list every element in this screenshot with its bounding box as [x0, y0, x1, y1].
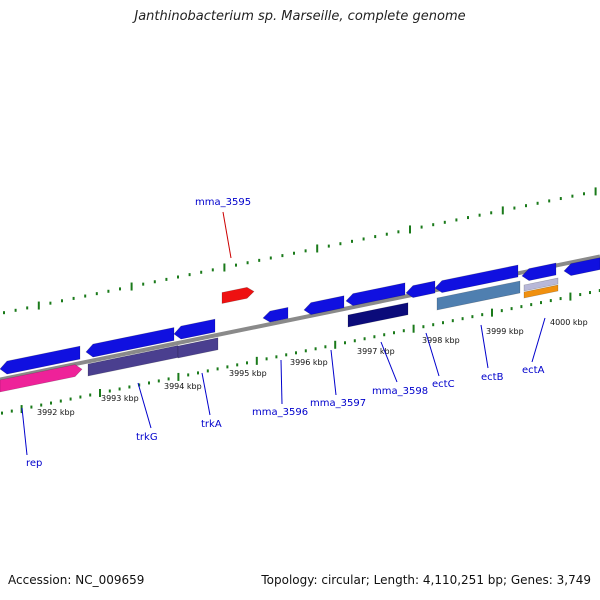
gene-arrow-mma3596	[262, 307, 289, 323]
accession-text: Accession: NC_009659	[8, 573, 145, 587]
tick-label: 3994 kbp	[164, 382, 202, 391]
gene-arrow-ectA	[521, 262, 557, 281]
gene-label: ectA	[522, 365, 545, 376]
tick-label: 3996 kbp	[290, 358, 328, 367]
feature-bar-ectA-orange	[523, 284, 559, 299]
genome-summary-text: Topology: circular; Length: 4,110,251 bp…	[261, 573, 591, 587]
gene-arrow-mma3595	[221, 287, 255, 304]
tick-label: 3993 kbp	[101, 394, 139, 403]
gene-arrow-ectB	[434, 264, 519, 293]
gene-label: mma_3597	[310, 398, 366, 409]
feature-bar-trkA	[177, 337, 219, 359]
gene-arrow-mma3598	[345, 282, 406, 306]
tick-label: 3995 kbp	[229, 369, 267, 378]
gene-leader-line	[480, 324, 489, 369]
gene-leader-line	[21, 407, 28, 456]
gene-leader-line	[201, 372, 211, 416]
gene-label: mma_3595	[195, 197, 251, 208]
genome-title: Janthinobacterium sp. Marseille, complet…	[134, 9, 466, 24]
gene-leader-line	[280, 359, 283, 405]
gene-arrow-rep-blue	[0, 345, 81, 375]
gene-label: mma_3598	[372, 386, 428, 397]
gene-arrow-ectC	[405, 280, 436, 298]
gene-label: trkG	[136, 432, 158, 443]
gene-label: rep	[26, 458, 42, 469]
feature-bar-mma3598	[347, 302, 409, 328]
gene-leader-line	[380, 341, 398, 383]
tick-label: 3992 kbp	[37, 408, 75, 417]
gene-label: trkA	[201, 419, 222, 430]
gene-leader-line	[531, 317, 546, 363]
tick-label: 4000 kbp	[550, 318, 588, 327]
gene-label: ectC	[432, 379, 455, 390]
gene-label: mma_3596	[252, 407, 308, 418]
tick-label: 3999 kbp	[486, 327, 524, 336]
gene-leader-line	[222, 211, 232, 259]
gene-arrow-mma3597	[303, 295, 345, 315]
gene-leader-line	[137, 382, 152, 429]
feature-bar-ectB	[436, 280, 521, 311]
gene-leader-line	[425, 332, 440, 377]
tick-label: 3997 kbp	[357, 347, 395, 356]
feature-bar-ectA-gray	[523, 277, 559, 292]
gene-arrow-trkG-blue	[85, 327, 175, 358]
gene-label: ectB	[481, 372, 504, 383]
gene-arrow-next	[563, 257, 600, 276]
feature-bar-rep	[0, 364, 83, 393]
gene-leader-line	[330, 349, 337, 396]
gene-arrow-trkA-blue	[173, 318, 216, 340]
tick-label: 3998 kbp	[422, 336, 460, 345]
